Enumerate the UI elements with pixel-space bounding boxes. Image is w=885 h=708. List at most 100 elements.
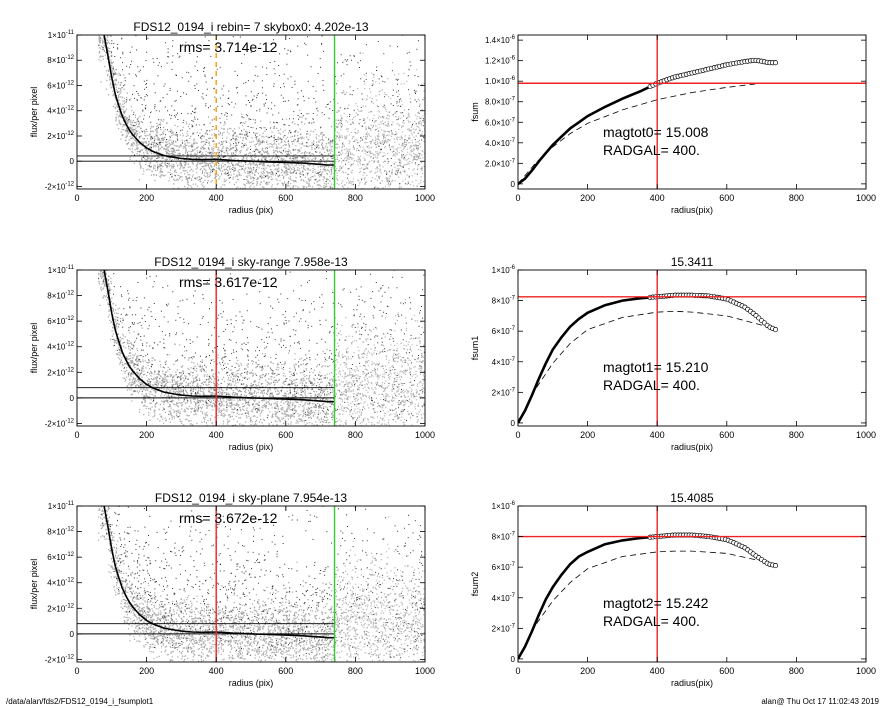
x-axis-label: radius (pix)	[229, 678, 274, 688]
chart-title: 15.4085	[670, 491, 714, 505]
rms-annotation: rms= 3.617e-12	[179, 274, 278, 290]
x-tick-label: 1000	[856, 193, 876, 203]
scatter-outer-points	[334, 299, 425, 426]
curve-marker	[772, 60, 779, 66]
dashed-curve	[518, 310, 776, 424]
y-axis-label: flux/per pixel	[29, 323, 39, 374]
y-tick-label: 1.4×10-6	[485, 35, 516, 45]
y-axis-label: flux/per pixel	[29, 559, 39, 610]
x-tick-label: 800	[789, 193, 804, 203]
plot-frame	[76, 505, 426, 663]
x-tick-label: 800	[789, 430, 804, 440]
x-tick-label: 600	[719, 430, 734, 440]
y-tick-label: 2.0×10-7	[485, 158, 516, 168]
y-tick-label: 0	[70, 630, 75, 639]
x-axis-label: radius(pix)	[671, 678, 713, 688]
curve-markers	[647, 292, 779, 333]
x-tick-label: 200	[139, 430, 154, 440]
y-tick-label: 6×10-12	[47, 80, 74, 90]
x-tick-label: 200	[139, 193, 154, 203]
scatter-gray-points	[98, 35, 336, 189]
chart-title: FDS12_0194_i sky-plane 7.954e-13	[155, 491, 347, 505]
y-tick-label: 1×10-6	[492, 265, 516, 275]
radial-profile-line	[103, 35, 335, 166]
radgal-annotation: RADGAL= 400.	[603, 377, 700, 393]
plot-area	[77, 270, 425, 426]
plot-area	[518, 270, 866, 426]
y-tick-label: 6×10-12	[47, 552, 74, 562]
chart-title: FDS12_0194_i rebin= 7 skybox0: 4.202e-13	[133, 20, 368, 34]
panel-6: magtot2= 15.242 RADGAL= 400. 0 200 400 600 800…	[470, 491, 876, 688]
y-tick-label: 0	[511, 419, 516, 428]
y-tick-label: 2×10-12	[47, 131, 74, 141]
footer-stamp: alan@ Thu Oct 17 11:02:43 2019	[761, 697, 879, 706]
x-tick-label: 200	[139, 666, 154, 676]
scatter-gray-points	[98, 270, 336, 426]
x-axis-label: radius(pix)	[671, 205, 713, 215]
y-tick-label: 1.0×10-6	[485, 76, 516, 86]
plot-area	[77, 506, 425, 662]
x-tick-label: 1000	[856, 666, 876, 676]
y-tick-label: 0	[511, 655, 516, 664]
x-tick-label: 400	[650, 430, 665, 440]
y-tick-label: 6.0×10-7	[485, 117, 516, 127]
scatter-outer-points	[334, 52, 425, 189]
y-tick-label: 4×10-12	[47, 578, 74, 588]
y-axis-label: fsum2	[470, 572, 480, 597]
y-tick-label: 4×10-12	[47, 342, 74, 352]
plot-frame	[517, 505, 867, 663]
y-tick-label: -2×10-12	[45, 418, 75, 428]
magtot-annotation: magtot1= 15.210	[603, 359, 709, 375]
radgal-annotation: RADGAL= 400.	[603, 613, 700, 629]
x-tick-label: 0	[74, 666, 79, 676]
radgal-annotation: RADGAL= 400.	[603, 142, 700, 158]
x-tick-label: 600	[719, 193, 734, 203]
y-tick-label: 6×10-12	[47, 316, 74, 326]
x-tick-label: 600	[278, 666, 293, 676]
y-tick-label: -2×10-12	[45, 654, 75, 664]
chart-title: FDS12_0194_i sky-range 7.958e-13	[154, 255, 348, 269]
y-tick-label: 6×10-7	[492, 326, 516, 336]
y-tick-label: 4×10-7	[492, 593, 516, 603]
x-tick-label: 400	[209, 193, 224, 203]
dashed-curve	[518, 550, 776, 660]
x-tick-label: 200	[580, 430, 595, 440]
y-tick-label: 8×10-12	[47, 527, 74, 537]
y-tick-label: 8×10-12	[47, 291, 74, 301]
panel-3: rms= 3.617e-12 0 200 400 600 800 1000 -2×10-12 0…	[29, 255, 435, 452]
pixel-scatter	[97, 35, 425, 189]
y-axis-label: flux/per pixel	[29, 87, 39, 138]
cumulative-curve	[518, 58, 776, 185]
y-tick-label: 2×10-12	[47, 603, 74, 613]
x-tick-label: 600	[278, 193, 293, 203]
magtot-annotation: magtot0= 15.008	[603, 124, 709, 140]
x-tick-label: 0	[74, 193, 79, 203]
y-axis-label: fsum1	[470, 336, 480, 361]
y-tick-label: 8×10-12	[47, 55, 74, 65]
x-tick-label: 0	[515, 193, 520, 203]
y-tick-label: 4.0×10-7	[485, 138, 516, 148]
y-tick-label: 1.2×10-6	[485, 56, 516, 66]
curve-markers	[647, 532, 779, 569]
x-tick-label: 800	[348, 193, 363, 203]
plot-area	[518, 35, 866, 189]
panel-2: magtot0= 15.008 RADGAL= 400. 0 200 400 600 800…	[470, 34, 876, 215]
y-tick-label: 4×10-12	[47, 106, 74, 116]
x-axis-label: radius(pix)	[671, 442, 713, 452]
x-tick-label: 1000	[415, 430, 435, 440]
y-tick-label: 0	[511, 180, 516, 189]
radial-profile-line	[103, 506, 335, 639]
x-tick-label: 600	[278, 430, 293, 440]
plot-frame	[517, 34, 867, 190]
plot-area	[518, 506, 866, 662]
y-tick-label: 2×10-12	[47, 367, 74, 377]
x-axis-label: radius (pix)	[229, 205, 274, 215]
curve-marker	[772, 563, 779, 569]
plot-area	[77, 35, 425, 189]
y-tick-label: 1×10-6	[492, 501, 516, 511]
scatter-gray-points	[97, 506, 336, 662]
x-tick-label: 400	[650, 666, 665, 676]
y-tick-label: 0	[70, 157, 75, 166]
x-tick-label: 0	[74, 430, 79, 440]
y-tick-label: 0	[70, 394, 75, 403]
